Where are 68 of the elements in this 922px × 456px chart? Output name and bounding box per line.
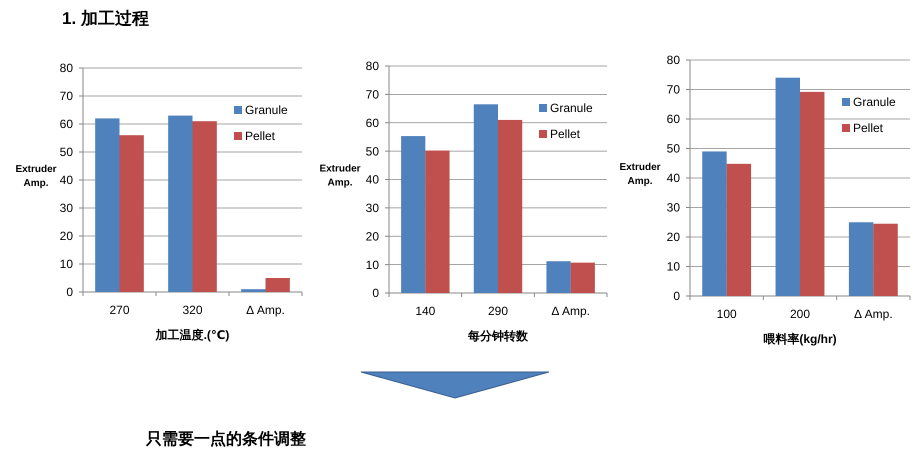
y-tick-label: 80 <box>60 61 74 76</box>
y-tick-label: 0 <box>66 285 74 300</box>
legend-label: Pellet <box>853 121 884 136</box>
x-tick-label: 320 <box>182 303 203 317</box>
bar <box>120 135 144 292</box>
bar <box>570 262 595 293</box>
legend-label: Granule <box>853 95 896 110</box>
bar <box>546 261 571 293</box>
y-tick-label: 50 <box>60 145 74 160</box>
bar <box>776 78 800 296</box>
y-tick-label: 40 <box>366 172 380 187</box>
y-tick-label: 50 <box>366 144 380 158</box>
x-tick-label: 290 <box>488 304 508 318</box>
y-tick-label: 80 <box>666 53 680 68</box>
y-tick-label: 30 <box>60 201 74 216</box>
bar <box>474 104 498 293</box>
bar <box>192 121 217 292</box>
bar <box>425 150 450 293</box>
y-tick-label: 10 <box>366 258 380 272</box>
y-axis-title: Extruder Amp. <box>15 164 57 189</box>
y-tick-label: 20 <box>60 229 74 244</box>
x-tick-label: Δ Amp. <box>246 303 285 317</box>
x-tick-label: 140 <box>415 304 436 318</box>
y-tick-label: 0 <box>372 286 380 300</box>
y-tick-label: 60 <box>666 112 680 126</box>
legend-label: Pellet <box>550 127 581 142</box>
y-tick-label: 40 <box>666 171 680 186</box>
bar <box>95 118 120 292</box>
y-tick-label: 30 <box>666 200 680 215</box>
x-tick-label: Δ Amp. <box>551 304 590 318</box>
y-tick-label: 70 <box>60 89 74 104</box>
bar <box>241 289 266 292</box>
bar <box>702 151 727 296</box>
y-axis-title: Extruder Amp. <box>619 162 661 187</box>
bar <box>726 164 752 296</box>
text: 只需要一点的条件调整 <box>145 430 306 448</box>
x-tick-label: 200 <box>790 307 810 321</box>
text: 1. 加工过程 <box>62 9 149 28</box>
x-tick-label: 100 <box>716 307 737 321</box>
x-axis-title: 加工温度.(℃) <box>154 328 230 342</box>
legend-label: Granule <box>245 103 288 118</box>
y-tick-label: 20 <box>666 230 680 244</box>
y-tick-label: 10 <box>60 257 74 272</box>
bar <box>401 136 426 293</box>
y-tick-label: 70 <box>666 82 680 97</box>
y-tick-label: 20 <box>366 229 380 244</box>
bar <box>873 224 898 296</box>
y-tick-label: 60 <box>366 116 380 130</box>
bar <box>168 116 192 292</box>
x-axis-title: 喂料率(kg/hr) <box>763 332 837 346</box>
x-axis-title: 每分钟转数 <box>467 329 529 343</box>
bar <box>266 278 290 292</box>
y-tick-label: 0 <box>673 289 680 304</box>
y-tick-label: 50 <box>666 142 680 156</box>
y-axis-title: Extruder Amp. <box>319 164 361 188</box>
x-tick-label: 270 <box>109 303 130 317</box>
bar <box>498 120 522 293</box>
y-tick-label: 70 <box>366 88 380 102</box>
y-tick-label: 40 <box>60 173 74 188</box>
bar <box>800 92 824 296</box>
x-tick-label: Δ Amp. <box>854 307 893 321</box>
bar <box>848 222 874 296</box>
legend-label: Pellet <box>245 129 276 144</box>
legend-label: Granule <box>550 101 594 116</box>
y-tick-label: 30 <box>366 201 380 216</box>
y-tick-label: 10 <box>666 260 680 274</box>
y-tick-label: 60 <box>60 117 74 132</box>
y-tick-label: 80 <box>366 59 380 74</box>
